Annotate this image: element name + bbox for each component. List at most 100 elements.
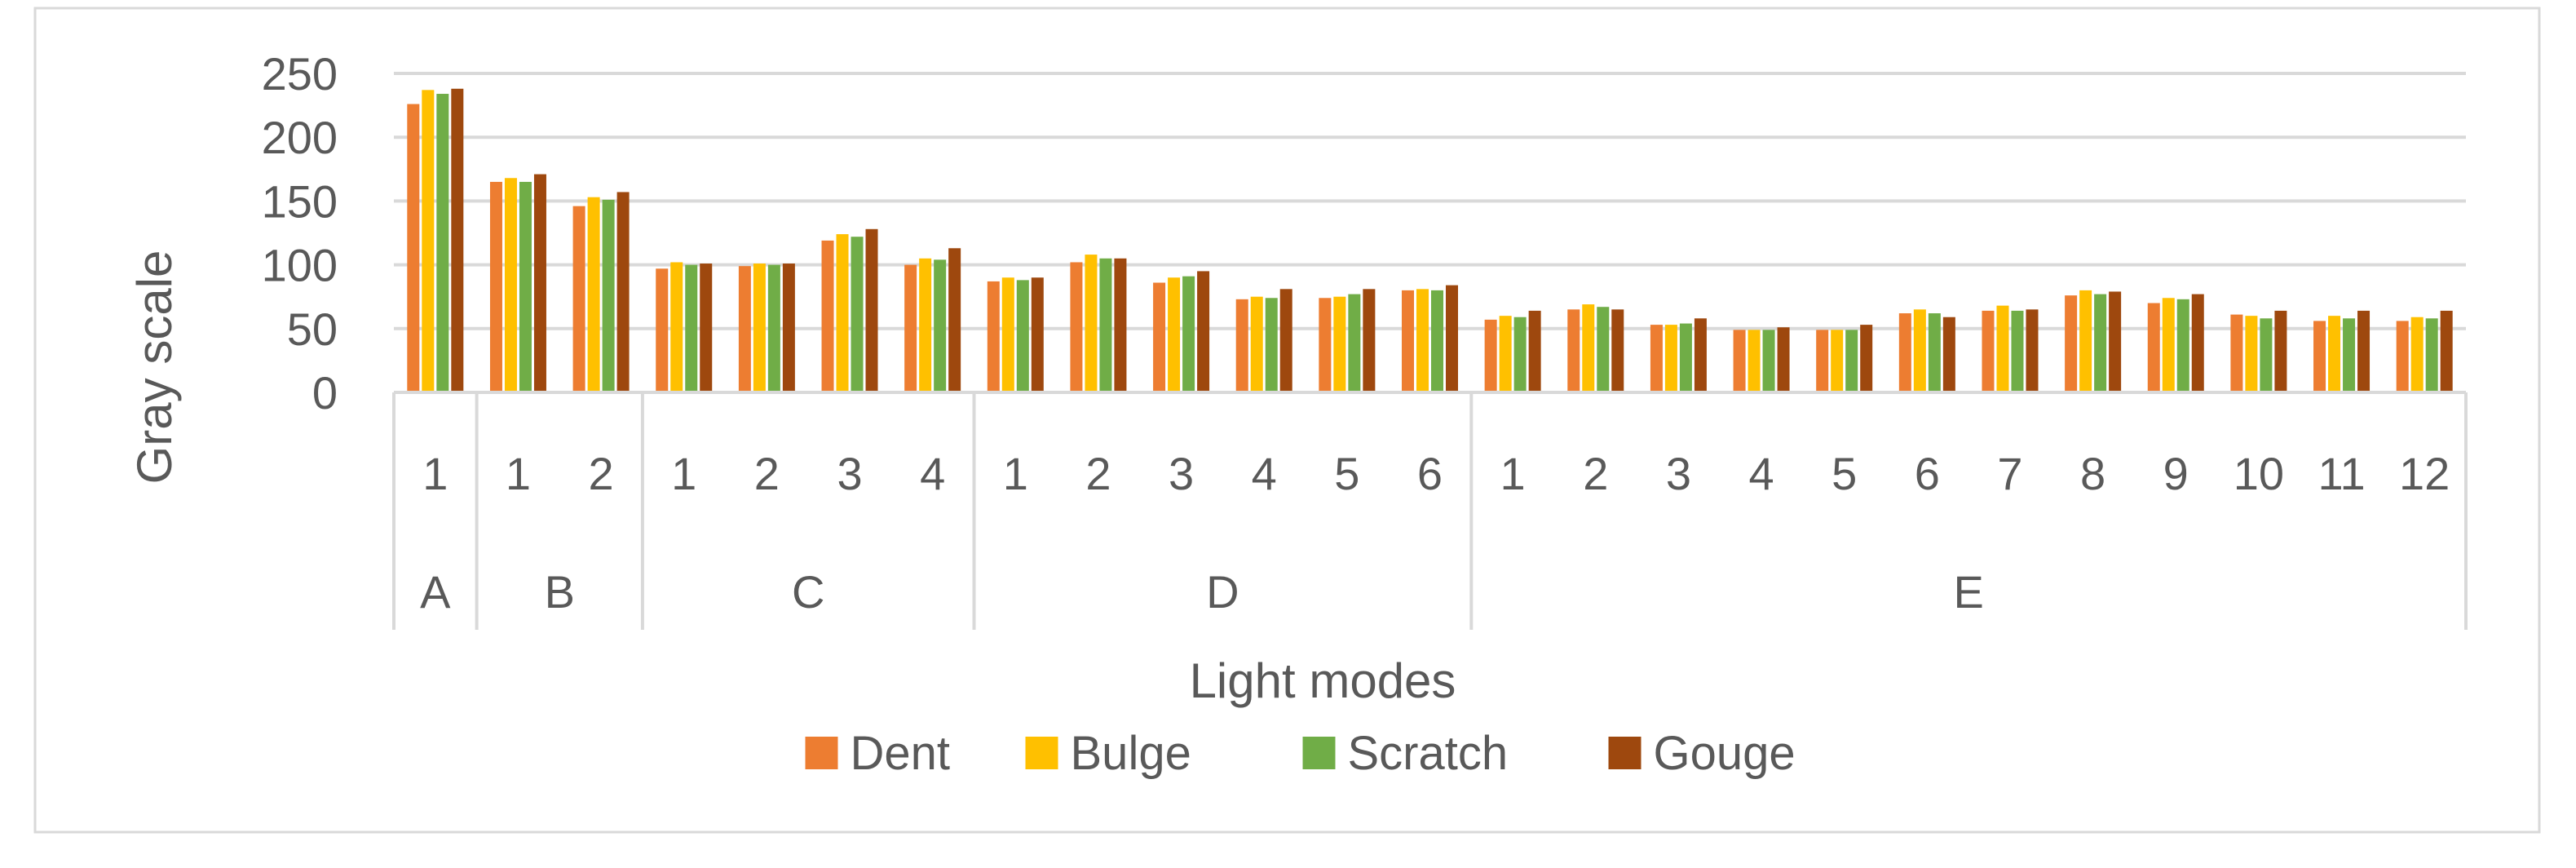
legend-label: Bulge (1071, 727, 1191, 780)
bar-bulge (1664, 325, 1677, 392)
bar-dent (2230, 314, 2243, 392)
bar-dent (1153, 282, 1166, 392)
x-tick-label: 3 (1666, 448, 1691, 499)
bar-scratch (685, 264, 698, 392)
bar-bulge (2328, 316, 2341, 392)
bar-dent (2065, 295, 2078, 392)
x-tick-label: 5 (1334, 448, 1359, 499)
bar-bulge (504, 178, 517, 393)
bar-scratch (1265, 298, 1278, 392)
bar-bulge (1831, 330, 1844, 392)
x-tick-label: 1 (1500, 448, 1526, 499)
group-label: E (1953, 566, 1983, 618)
y-tick-label: 0 (312, 367, 338, 418)
bar-gouge (700, 264, 713, 392)
bar-scratch (1182, 276, 1195, 392)
bar-bulge (1416, 289, 1429, 392)
bar-bulge (2162, 298, 2175, 392)
bar-dent (489, 181, 502, 392)
bar-scratch (1099, 258, 1112, 392)
bar-gouge (1446, 285, 1458, 392)
x-tick-label: 1 (506, 448, 531, 499)
x-tick-label: 1 (422, 448, 448, 499)
bar-dent (1235, 299, 1248, 392)
x-tick-label: 1 (671, 448, 696, 499)
y-axis-title: Gray scale (127, 250, 182, 485)
bar-scratch (519, 181, 532, 392)
y-tick-label: 150 (262, 175, 338, 227)
bar-dent (572, 206, 585, 392)
bar-gouge (948, 248, 961, 392)
bar-bulge (919, 258, 932, 392)
x-tick-label: 2 (1583, 448, 1608, 499)
bars (407, 88, 2453, 393)
bar-gouge (2274, 310, 2287, 392)
x-tick-label: 2 (754, 448, 780, 499)
x-tick-label: 5 (1831, 448, 1857, 499)
bar-scratch (2094, 294, 2107, 392)
bar-dent (821, 240, 834, 392)
bar-scratch (767, 264, 780, 392)
bar-scratch (1513, 317, 1527, 392)
bar-dent (1484, 319, 1497, 392)
bar-gouge (2357, 310, 2371, 392)
bar-bulge (2079, 290, 2092, 392)
x-tick-label: 10 (2234, 448, 2284, 499)
legend-label: Dent (851, 727, 951, 780)
x-tick-label: 6 (1417, 448, 1443, 499)
bar-bulge (2245, 316, 2258, 392)
x-tick-label: 4 (1252, 448, 1277, 499)
bar-dent (2147, 303, 2160, 392)
bar-dent (738, 266, 751, 392)
bar-scratch (1845, 330, 1858, 392)
bar-dent (2396, 321, 2409, 392)
bar-dent (1567, 309, 1580, 392)
bar-gouge (2440, 310, 2453, 392)
bar-gouge (451, 88, 464, 392)
group-label: D (1206, 566, 1239, 618)
y-tick-label: 250 (262, 48, 338, 100)
bar-scratch (2425, 318, 2438, 392)
bar-scratch (851, 237, 864, 392)
x-tick-label: 8 (2080, 448, 2105, 499)
x-tick-label: 6 (1915, 448, 1940, 499)
legend-swatch (1608, 737, 1641, 769)
legend-item-dent: Dent (805, 727, 951, 780)
bar-gouge (533, 174, 546, 392)
bar-bulge (1913, 309, 1926, 392)
x-tick-label: 3 (837, 448, 862, 499)
x-axis-title: Light modes (1190, 653, 1456, 708)
legend-label: Scratch (1348, 727, 1509, 780)
y-tick-label: 200 (262, 112, 338, 163)
bar-dent (987, 281, 1000, 392)
legend-item-gouge: Gouge (1608, 727, 1796, 780)
x-tick-label: 4 (920, 448, 945, 499)
legend-label: Gouge (1654, 727, 1796, 780)
bar-scratch (1016, 280, 1029, 392)
bar-gouge (865, 228, 878, 392)
bar-dent (1319, 298, 1332, 392)
bar-gouge (2191, 294, 2204, 392)
bar-gouge (1611, 309, 1624, 392)
x-tick-label: 7 (1997, 448, 2022, 499)
x-tick-label: 1 (1003, 448, 1028, 499)
bar-bulge (753, 264, 766, 392)
legend-item-scratch: Scratch (1302, 727, 1509, 780)
bar-scratch (934, 259, 947, 392)
bar-bulge (670, 262, 683, 392)
bar-dent (1402, 290, 1414, 392)
bar-bulge (1499, 316, 1512, 392)
x-tick-label: 12 (2399, 448, 2450, 499)
bar-bulge (1996, 305, 2009, 392)
bar-dent (1898, 313, 1911, 392)
y-tick-label: 100 (262, 240, 338, 291)
bar-bulge (1168, 277, 1181, 392)
bar-scratch (1928, 313, 1941, 392)
bar-scratch (1762, 330, 1775, 392)
x-tick-label: 11 (2318, 448, 2365, 499)
bar-bulge (1001, 277, 1014, 392)
bar-gouge (782, 264, 795, 392)
bar-gouge (616, 192, 630, 392)
bar-scratch (1679, 323, 1692, 392)
